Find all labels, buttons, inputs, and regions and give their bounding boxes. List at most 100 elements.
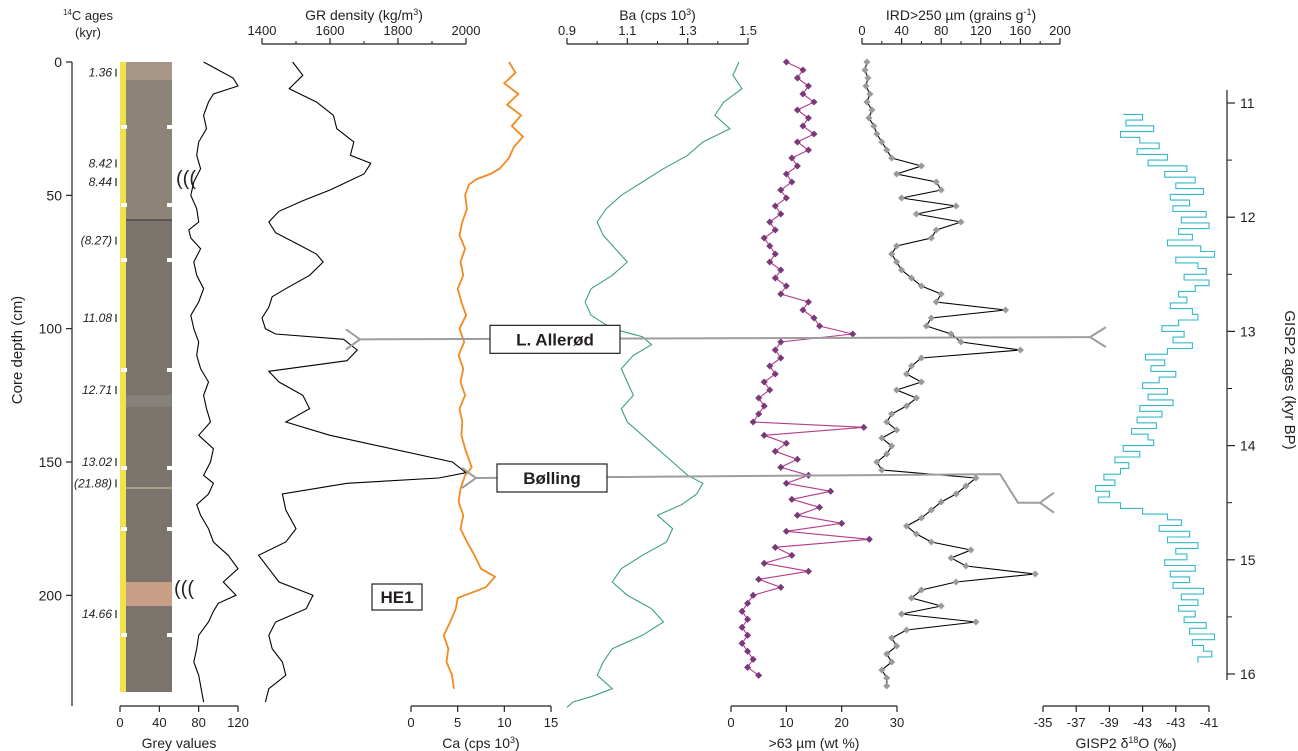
gisp-tick-label: -37 xyxy=(1067,715,1086,730)
ird-tick-label: 120 xyxy=(970,23,992,38)
ird-data-point xyxy=(932,226,940,234)
ird-data-point xyxy=(893,386,901,394)
ird-data-point xyxy=(883,682,891,690)
ird-data-point xyxy=(888,634,896,642)
ird-data-point xyxy=(898,266,906,274)
sand-data-point xyxy=(744,599,752,607)
grey-tick-label: 80 xyxy=(191,715,205,730)
ba-axis-label: Ba (cps 103) xyxy=(619,7,696,23)
ird-data-point xyxy=(873,130,881,138)
sand-data-point xyxy=(755,410,763,418)
panel-gisp: -35 -37 -39 -43 -43 -41 GISP2 δ18O (‰) xyxy=(1034,113,1219,751)
ird-tick-label: 0 xyxy=(858,23,865,38)
sand-data-point xyxy=(782,282,790,290)
sand-data-point xyxy=(838,519,846,527)
ird-data-point xyxy=(863,58,871,66)
sand-series-line xyxy=(741,61,870,676)
grey-axis-label: Grey values xyxy=(142,735,217,751)
ird-data-point xyxy=(1016,346,1024,354)
sand-tick-label: 30 xyxy=(890,715,904,730)
ird-data-point xyxy=(937,602,945,610)
ird-tick-label: 80 xyxy=(934,23,948,38)
ird-axis-label: IRD>250 µm (grains g-1) xyxy=(886,7,1036,23)
ird-data-point xyxy=(972,474,980,482)
sand-data-point xyxy=(744,615,752,623)
sand-data-point xyxy=(766,258,774,266)
sand-data-point xyxy=(755,575,763,583)
gisp-tick-label: -41 xyxy=(1200,715,1219,730)
age-tick-label: 15 xyxy=(1240,552,1256,568)
sand-data-point xyxy=(799,122,807,130)
sand-data-point xyxy=(849,330,857,338)
sand-data-point xyxy=(810,98,818,106)
ird-data-point xyxy=(917,378,925,386)
sand-data-point xyxy=(738,623,746,631)
sand-data-point xyxy=(804,146,813,154)
ird-data-point xyxy=(893,170,901,178)
ird-data-point xyxy=(917,354,925,362)
sand-data-point xyxy=(804,567,813,575)
ird-data-point xyxy=(952,202,960,210)
ird-data-point xyxy=(962,562,970,570)
c14-age-label: 8.44 xyxy=(89,175,113,189)
panel-ba: 0.9 1.1 1.3 1.5 Ba (cps 103) xyxy=(558,7,757,708)
bolling-label: Bølling xyxy=(523,469,581,488)
grey-tick-label: 0 xyxy=(116,715,123,730)
ird-data-point xyxy=(917,162,925,170)
sand-data-point xyxy=(760,431,768,439)
ird-data-point xyxy=(878,434,886,442)
ird-data-point xyxy=(903,626,911,634)
ird-data-point xyxy=(962,482,970,490)
ird-data-point xyxy=(878,666,886,674)
sand-data-point xyxy=(810,314,818,322)
ird-data-point xyxy=(888,442,896,450)
gisp-axis-label: GISP2 δ18O (‰) xyxy=(1075,735,1176,751)
c14-age-label: (8.27) xyxy=(81,234,112,248)
ird-data-point xyxy=(907,594,916,602)
ird-data-point xyxy=(927,314,935,322)
c14-age-label: 14.66 xyxy=(82,607,112,621)
c14-age-label: 13.02 xyxy=(82,455,112,469)
sand-data-point xyxy=(804,114,813,122)
sand-data-point xyxy=(771,226,779,234)
ird-data-point xyxy=(903,370,911,378)
ba-tick-label: 1.3 xyxy=(679,23,697,38)
sand-data-point xyxy=(777,463,785,471)
sand-data-point xyxy=(810,130,818,138)
c14-age-label: 12.71 xyxy=(82,383,112,397)
ird-data-point xyxy=(883,650,891,658)
ird-data-point xyxy=(967,546,975,554)
allerod-line xyxy=(359,336,1091,341)
sand-data-point xyxy=(777,266,785,274)
sand-data-point xyxy=(777,186,785,194)
ird-data-point xyxy=(861,66,869,74)
ird-data-point xyxy=(888,154,896,162)
gr-tick-label: 1600 xyxy=(316,23,345,38)
sand-data-point xyxy=(815,322,824,330)
ird-data-point xyxy=(866,90,874,98)
ird-data-point xyxy=(917,514,925,522)
c14-age-label: 11.08 xyxy=(83,311,112,325)
bolling-line xyxy=(475,473,1040,504)
age-tick-label: 12 xyxy=(1240,209,1256,225)
sand-data-point xyxy=(793,138,801,146)
sand-data-point xyxy=(799,90,807,98)
sand-data-point xyxy=(777,210,785,218)
event-lines: L. Allerød Bølling xyxy=(345,324,1107,514)
ird-data-point xyxy=(912,210,920,218)
sand-tick-label: 20 xyxy=(834,715,848,730)
ba-tick-label: 0.9 xyxy=(558,23,576,38)
gisp-tick-label: -39 xyxy=(1100,715,1119,730)
sand-data-point xyxy=(777,583,785,591)
ca-tick-label: 10 xyxy=(497,715,511,730)
svg-text:(((: ((( xyxy=(176,168,196,190)
age-axis-label: GISP2 ages (kyr BP) xyxy=(1281,310,1298,449)
core-depth-axis: 0 50 100 150 200 xyxy=(39,54,73,706)
grey-series-line xyxy=(188,61,239,703)
c14-age-labels: 1.36 8.42 8.44 (8.27) 11.08 12.71 13.02 (21.88)… xyxy=(74,66,117,621)
sand-data-point xyxy=(760,234,768,242)
ird-data-point xyxy=(883,674,891,682)
sand-data-point xyxy=(827,487,835,495)
sand-data-point xyxy=(777,338,785,346)
